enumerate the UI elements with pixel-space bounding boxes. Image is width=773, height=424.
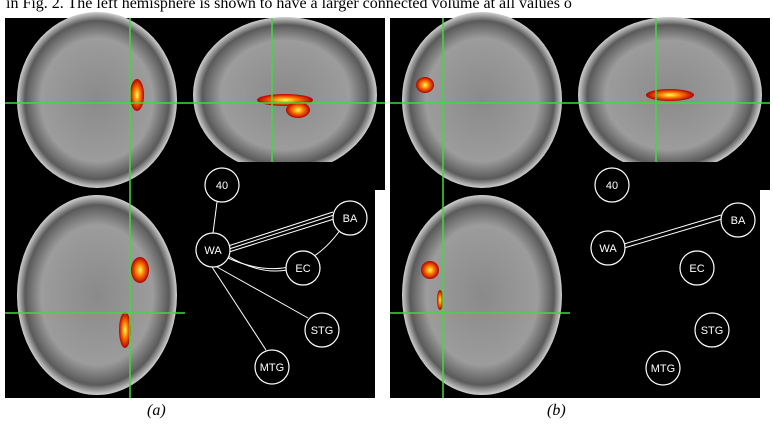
node: BA xyxy=(721,203,755,237)
figure: in Fig. 2. The left hemisphere is shown … xyxy=(0,0,773,424)
node: 40 xyxy=(205,168,239,202)
brain-slice xyxy=(402,12,562,188)
node: 40 xyxy=(595,168,629,202)
caption: (b) xyxy=(547,402,566,419)
node-label: BA xyxy=(731,215,746,227)
node: MTG xyxy=(255,350,289,384)
panel: 40 BA WA EC STG MTG xyxy=(390,12,770,398)
node-label: STG xyxy=(701,325,724,337)
activation xyxy=(416,77,434,93)
node-label: STG xyxy=(311,325,334,337)
node-label: MTG xyxy=(260,362,284,374)
node: BA xyxy=(333,201,367,235)
node: EC xyxy=(680,251,714,285)
node-label: EC xyxy=(689,263,704,275)
brain-slice xyxy=(17,195,177,395)
activation xyxy=(421,261,439,279)
node-label: MTG xyxy=(651,363,675,375)
node: STG xyxy=(695,313,729,347)
node: MTG xyxy=(646,351,680,385)
node-label: EC xyxy=(295,263,310,275)
brain-slice xyxy=(17,12,177,188)
node-label: 40 xyxy=(216,180,228,192)
node: STG xyxy=(305,313,339,347)
node-label: 40 xyxy=(606,180,618,192)
node-label: BA xyxy=(343,213,358,225)
activation xyxy=(437,290,443,310)
node: EC xyxy=(286,251,320,285)
caption: (a) xyxy=(147,402,166,419)
header-text: in Fig. 2. The left hemisphere is shown … xyxy=(6,0,572,12)
node-label: WA xyxy=(599,243,617,255)
activation xyxy=(130,79,144,111)
activation xyxy=(286,102,310,118)
node-label: WA xyxy=(204,245,222,257)
activation xyxy=(131,257,149,283)
activation xyxy=(646,89,694,101)
panel: 40 BA WA EC STG MTG xyxy=(5,12,385,398)
node: WA xyxy=(591,231,625,265)
activation xyxy=(119,312,131,348)
brain-slice xyxy=(402,195,562,395)
node: WA xyxy=(196,233,230,267)
